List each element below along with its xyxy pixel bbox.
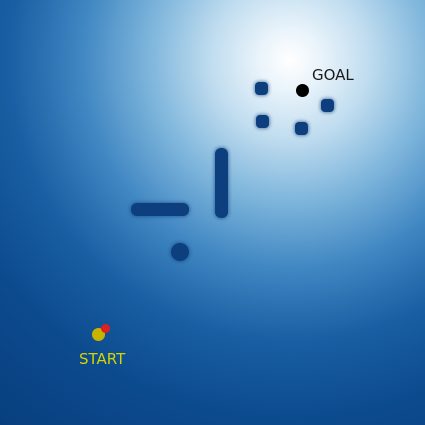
start-label: START bbox=[79, 350, 126, 368]
obstacle-dot-2 bbox=[256, 115, 269, 128]
goal-label: GOAL bbox=[312, 66, 354, 84]
goal-marker bbox=[296, 84, 309, 97]
obstacle-dot-3 bbox=[295, 122, 308, 135]
agent-marker bbox=[101, 324, 110, 333]
obstacle-round bbox=[171, 243, 189, 261]
obstacle-horizontal-bar bbox=[131, 203, 189, 216]
obstacle-dot-1 bbox=[255, 82, 268, 95]
obstacle-vertical-bar bbox=[215, 148, 228, 218]
obstacle-dot-4 bbox=[321, 99, 334, 112]
